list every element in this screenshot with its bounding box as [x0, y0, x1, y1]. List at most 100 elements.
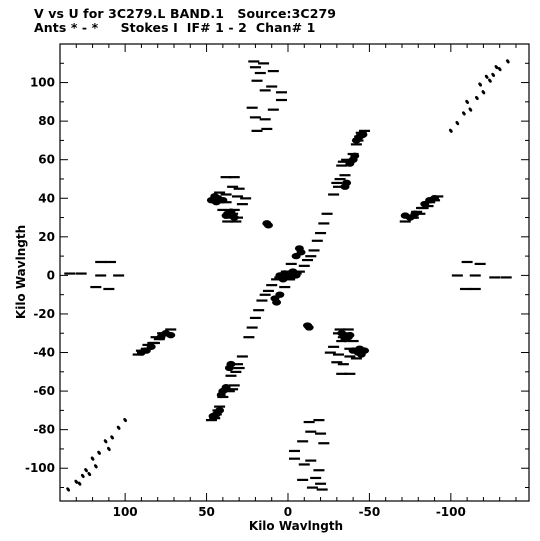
uv-sample-dash: [331, 181, 343, 185]
uv-sample-cluster: [291, 252, 301, 260]
uv-sample-cluster: [208, 412, 218, 420]
uv-sample-dash: [334, 328, 346, 331]
uv-sample-dash: [303, 420, 315, 424]
uv-sample-dash: [313, 419, 325, 422]
uv-sample-dash: [318, 222, 330, 225]
uv-sample-dash: [305, 430, 317, 433]
uv-sample-dash: [165, 328, 177, 331]
uv-sample-dot: [103, 439, 108, 444]
uv-sample-dash: [302, 258, 314, 262]
uv-sample-dot: [80, 473, 85, 479]
uv-sample-dash: [334, 177, 346, 181]
uv-sample-cluster: [218, 196, 228, 204]
uv-sample-dash: [254, 71, 266, 75]
y-tick-label: -20: [33, 307, 55, 321]
uv-sample-dash: [350, 143, 362, 146]
uv-sample-dash: [289, 449, 300, 453]
uv-sample-dash: [256, 299, 268, 302]
uv-sample-dash: [298, 264, 310, 267]
uv-sample-dot: [497, 66, 502, 72]
uv-sample-dash: [399, 220, 411, 223]
y-tick-label: 80: [38, 114, 55, 128]
uv-sample-dot: [87, 471, 92, 477]
y-tick-label: 100: [30, 76, 55, 90]
uv-sample-dash: [324, 351, 336, 354]
uv-sample-dash: [230, 370, 242, 374]
uv-sample-dash: [285, 262, 297, 266]
uv-sample-dash: [489, 276, 501, 279]
uv-sample-dash: [95, 274, 107, 277]
uv-sample-dot: [484, 74, 489, 79]
x-tick-label: -50: [359, 505, 381, 519]
uv-sample-dash: [316, 488, 328, 491]
uv-sample-dash: [104, 260, 116, 264]
uv-sample-dash: [305, 459, 317, 462]
uv-sample-cluster: [275, 291, 285, 298]
y-tick-label: -60: [33, 384, 55, 398]
uv-sample-dash: [297, 440, 309, 443]
uv-sample-dash: [246, 326, 258, 329]
uv-sample-dash: [313, 469, 325, 472]
uv-sample-dash: [339, 174, 351, 177]
uv-sample-cluster: [350, 152, 360, 160]
uv-sample-dash: [336, 372, 348, 375]
uv-sample-dot: [90, 456, 95, 461]
uv-sample-dot: [107, 446, 111, 452]
uv-sample-dash: [259, 293, 271, 296]
uv-sample-dash: [240, 197, 252, 200]
uv-sample-dash: [236, 355, 248, 358]
uv-sample-dash: [310, 476, 322, 480]
uv-sample-cluster: [430, 195, 440, 202]
uv-sample-dash: [243, 336, 255, 339]
uv-sample-dot: [97, 450, 101, 455]
uv-sample-dash: [289, 457, 300, 460]
uv-sample-dot: [74, 479, 79, 484]
uv-sample-dot: [84, 468, 88, 473]
uv-sample-dash: [90, 285, 102, 289]
uv-sample-dash: [236, 203, 248, 206]
uv-sample-dash: [306, 486, 318, 489]
uv-sample-dash: [103, 287, 115, 291]
uv-sample-dash: [331, 361, 343, 364]
uv-sample-cluster: [156, 333, 166, 341]
uv-sample-dash: [248, 60, 260, 63]
uv-sample-dash: [328, 345, 340, 348]
uv-sample-dash: [150, 336, 162, 339]
uv-sample-dash: [305, 255, 317, 258]
uv-sample-dash: [266, 284, 278, 287]
uv-sample-dash: [220, 193, 232, 196]
uv-sample-dash: [328, 193, 340, 196]
uv-sample-dash: [416, 206, 428, 210]
uv-sample-dash: [253, 309, 265, 312]
uv-sample-dash: [279, 285, 291, 289]
uv-sample-dot: [478, 82, 482, 87]
uv-sample-dash: [233, 366, 245, 370]
uv-sample-dot: [481, 90, 486, 95]
uv-sample-dot: [94, 464, 98, 469]
uv-sample-dash: [225, 374, 237, 377]
x-tick-label: -100: [436, 505, 466, 519]
uv-sample-cluster: [229, 214, 239, 221]
uv-sample-cluster: [337, 330, 347, 337]
uv-sample-dash: [205, 419, 217, 422]
uv-sample-dash: [228, 384, 240, 387]
plot-frame: [59, 43, 530, 502]
uv-sample-dot: [66, 487, 70, 492]
y-tick-label: 0: [47, 268, 55, 282]
y-tick-label: 40: [38, 191, 55, 205]
uv-sample-cluster: [146, 343, 156, 350]
uv-sample-dot: [488, 78, 492, 83]
uv-sample-dash: [337, 160, 349, 163]
uv-sample-dash: [275, 91, 287, 94]
uv-sample-cluster: [280, 270, 290, 277]
uv-sample-dash: [332, 185, 344, 188]
uv-sample-dash: [220, 176, 232, 179]
uv-sample-dash: [336, 164, 348, 167]
uv-sample-dash: [271, 278, 283, 281]
uv-sample-dash: [267, 108, 279, 111]
y-tick-label: -100: [25, 461, 55, 475]
uv-sample-cluster: [345, 331, 355, 339]
uv-sample-dash: [267, 69, 279, 73]
uv-sample-dash: [332, 353, 344, 356]
uv-sample-dash: [297, 478, 309, 481]
